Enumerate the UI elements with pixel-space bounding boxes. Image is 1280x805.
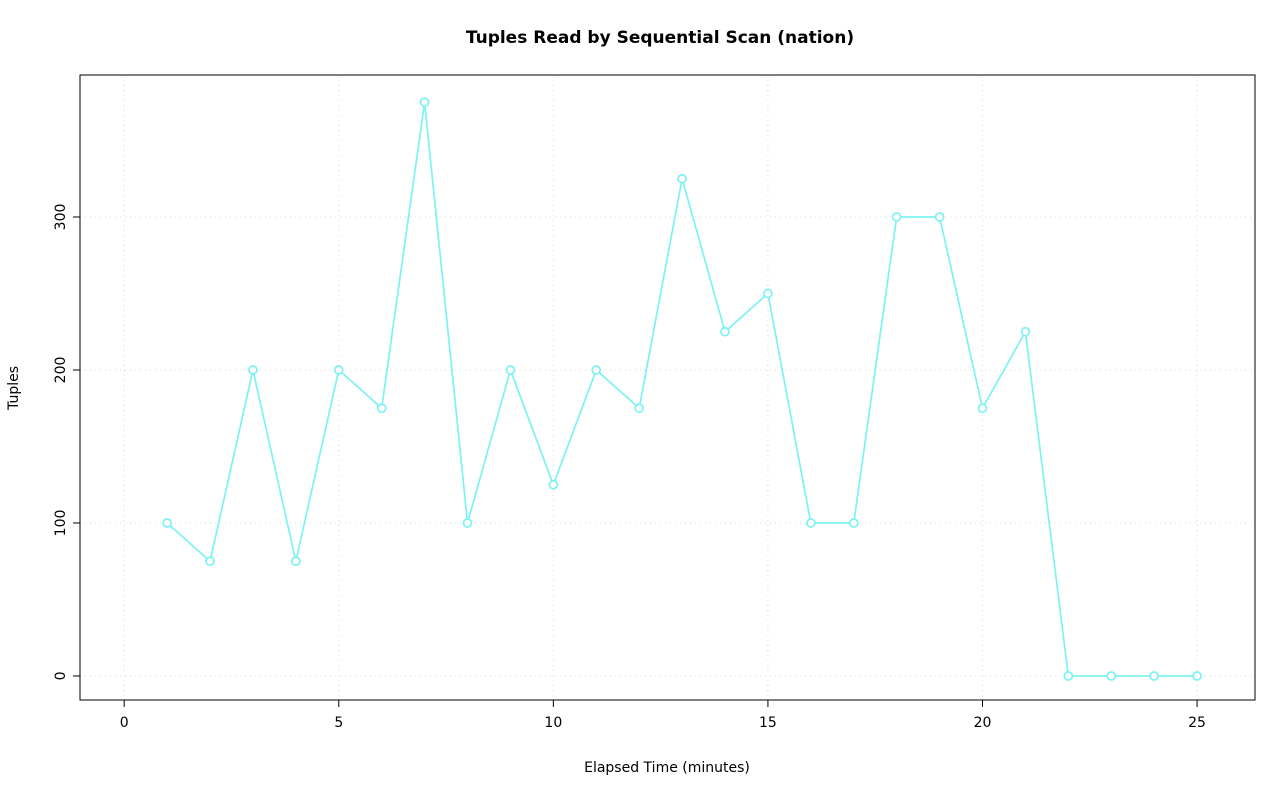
data-point-marker [291, 556, 301, 567]
x-tick-label: 0 [120, 715, 129, 731]
x-tick-label: 10 [544, 715, 562, 731]
y-tick-label: 200 [53, 357, 69, 384]
data-point-marker [333, 365, 344, 375]
data-point-marker [505, 365, 516, 375]
data-point-marker [805, 518, 816, 528]
data-point-marker [591, 365, 602, 375]
y-axis-label: Tuples [6, 366, 22, 411]
y-tick-label: 0 [53, 672, 69, 681]
data-point-marker [763, 288, 773, 299]
data-point-marker [548, 479, 559, 490]
data-point-marker [162, 518, 172, 528]
chart-title: Tuples Read by Sequential Scan (nation) [466, 28, 854, 48]
data-point-marker [1149, 671, 1160, 681]
x-tick-label: 15 [759, 715, 777, 731]
x-tick-label: 5 [334, 715, 343, 731]
plot-border [79, 74, 1256, 701]
data-point-marker [934, 212, 945, 222]
x-axis-label: Elapsed Time (minutes) [584, 760, 750, 776]
data-point-marker [419, 97, 430, 108]
data-point-marker [977, 403, 988, 414]
x-tick-label: 20 [974, 715, 992, 731]
data-point-marker [677, 173, 687, 184]
data-point-marker [848, 518, 859, 528]
data-point-marker [1020, 326, 1031, 337]
series-line [166, 101, 1198, 677]
data-point-marker [1106, 671, 1117, 681]
data-point-marker [634, 403, 645, 414]
data-point-marker [248, 365, 258, 375]
x-tick-label: 25 [1188, 715, 1206, 731]
y-tick-label: 300 [53, 204, 69, 231]
data-point-marker [376, 403, 387, 414]
data-point-marker [205, 556, 215, 567]
data-point-marker [891, 212, 902, 222]
data-point-marker [720, 326, 730, 337]
data-point-marker [1192, 671, 1202, 681]
data-series [162, 97, 1202, 681]
data-point-marker [1063, 671, 1074, 681]
data-point-marker [462, 518, 473, 528]
gridlines [80, 75, 1255, 700]
y-tick-label: 100 [53, 510, 69, 537]
axis-ticks: 0 5 10 15 20 25 0 100 200 300 [53, 204, 1206, 731]
